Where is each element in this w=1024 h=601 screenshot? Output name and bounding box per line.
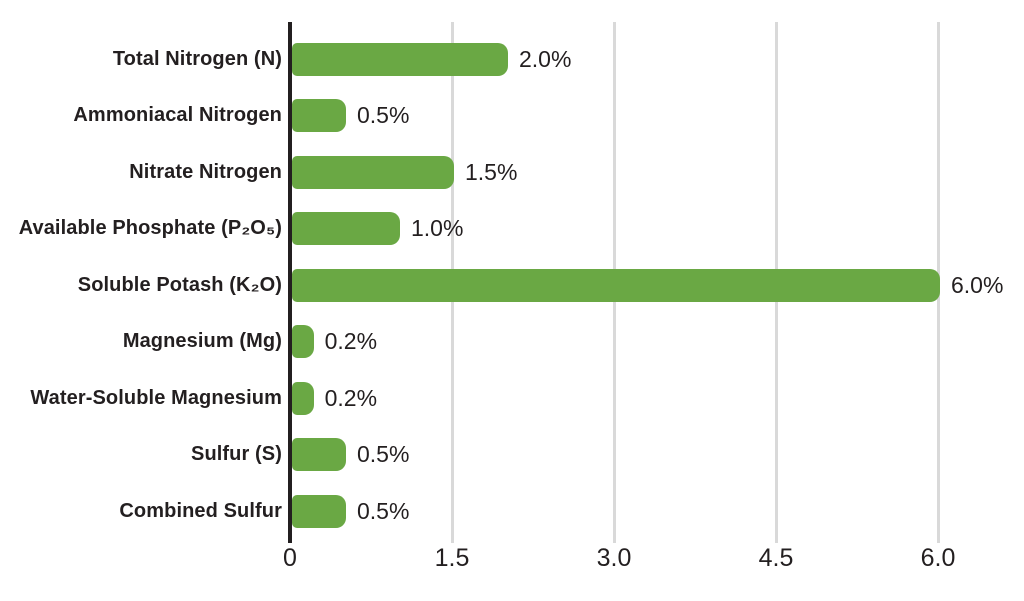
bar-track: 0.2% — [292, 370, 1024, 427]
bar-row: Nitrate Nitrogen 1.5% — [0, 144, 1024, 201]
category-label: Nitrate Nitrogen — [129, 160, 282, 183]
value-label: 1.5% — [465, 158, 518, 185]
bar-track: 2.0% — [292, 31, 1024, 88]
bar-row: Sulfur (S) 0.5% — [0, 427, 1024, 484]
bar — [292, 99, 346, 133]
bar-track: 0.5% — [292, 427, 1024, 484]
bar-track: 1.0% — [292, 201, 1024, 258]
value-label: 0.5% — [357, 441, 410, 468]
category-label: Water-Soluble Magnesium — [30, 386, 282, 409]
bar-row: Ammoniacal Nitrogen 0.5% — [0, 88, 1024, 145]
bar — [292, 212, 400, 246]
value-label: 0.2% — [324, 384, 378, 411]
category-label: Magnesium (Mg) — [122, 330, 282, 353]
x-axis-ticks: 0 1.5 3.0 4.5 6.0 — [283, 544, 1024, 574]
value-label: 1.0% — [411, 215, 464, 242]
category-label: Soluble Potash (K₂O) — [77, 273, 282, 296]
bar-track: 6.0% — [292, 257, 1024, 314]
bar-row: Total Nitrogen (N) 2.0% — [0, 31, 1024, 88]
category-label: Combined Sulfur — [119, 499, 282, 522]
value-label: 0.5% — [357, 102, 410, 129]
bar-row: Magnesium (Mg) 0.2% — [0, 314, 1024, 371]
bar — [292, 438, 346, 472]
bar-track: 0.2% — [292, 314, 1024, 371]
x-tick-label: 0 — [283, 544, 297, 572]
value-label: 0.2% — [324, 328, 378, 355]
bar — [292, 325, 314, 359]
bar-track: 0.5% — [292, 88, 1024, 145]
category-label: Total Nitrogen (N) — [112, 47, 282, 70]
bar-row: Combined Sulfur 0.5% — [0, 483, 1024, 540]
bar-track: 1.5% — [292, 144, 1024, 201]
value-label: 6.0% — [951, 271, 1004, 298]
bar — [292, 381, 314, 415]
bar-track: 0.5% — [292, 483, 1024, 540]
bar — [292, 494, 346, 528]
bar-row: Water-Soluble Magnesium 0.2% — [0, 370, 1024, 427]
x-tick-label: 1.5 — [434, 544, 470, 572]
category-label: Sulfur (S) — [191, 443, 282, 466]
bar — [292, 42, 508, 76]
value-label: 0.5% — [357, 497, 410, 524]
y-axis-line — [288, 22, 292, 543]
bar — [292, 155, 454, 189]
bar-row: Soluble Potash (K₂O) 6.0% — [0, 257, 1024, 314]
x-tick-label: 4.5 — [758, 544, 794, 572]
value-label: 2.0% — [519, 45, 572, 72]
category-label: Ammoniacal Nitrogen — [73, 104, 282, 127]
bar — [292, 268, 940, 302]
bar-rows: Total Nitrogen (N) 2.0% Ammoniacal Nitro… — [0, 31, 1024, 540]
bar-row: Available Phosphate (P₂O₅) 1.0% — [0, 201, 1024, 258]
x-tick-label: 3.0 — [596, 544, 632, 572]
x-tick-label: 6.0 — [920, 544, 956, 572]
category-label: Available Phosphate (P₂O₅) — [18, 217, 282, 240]
